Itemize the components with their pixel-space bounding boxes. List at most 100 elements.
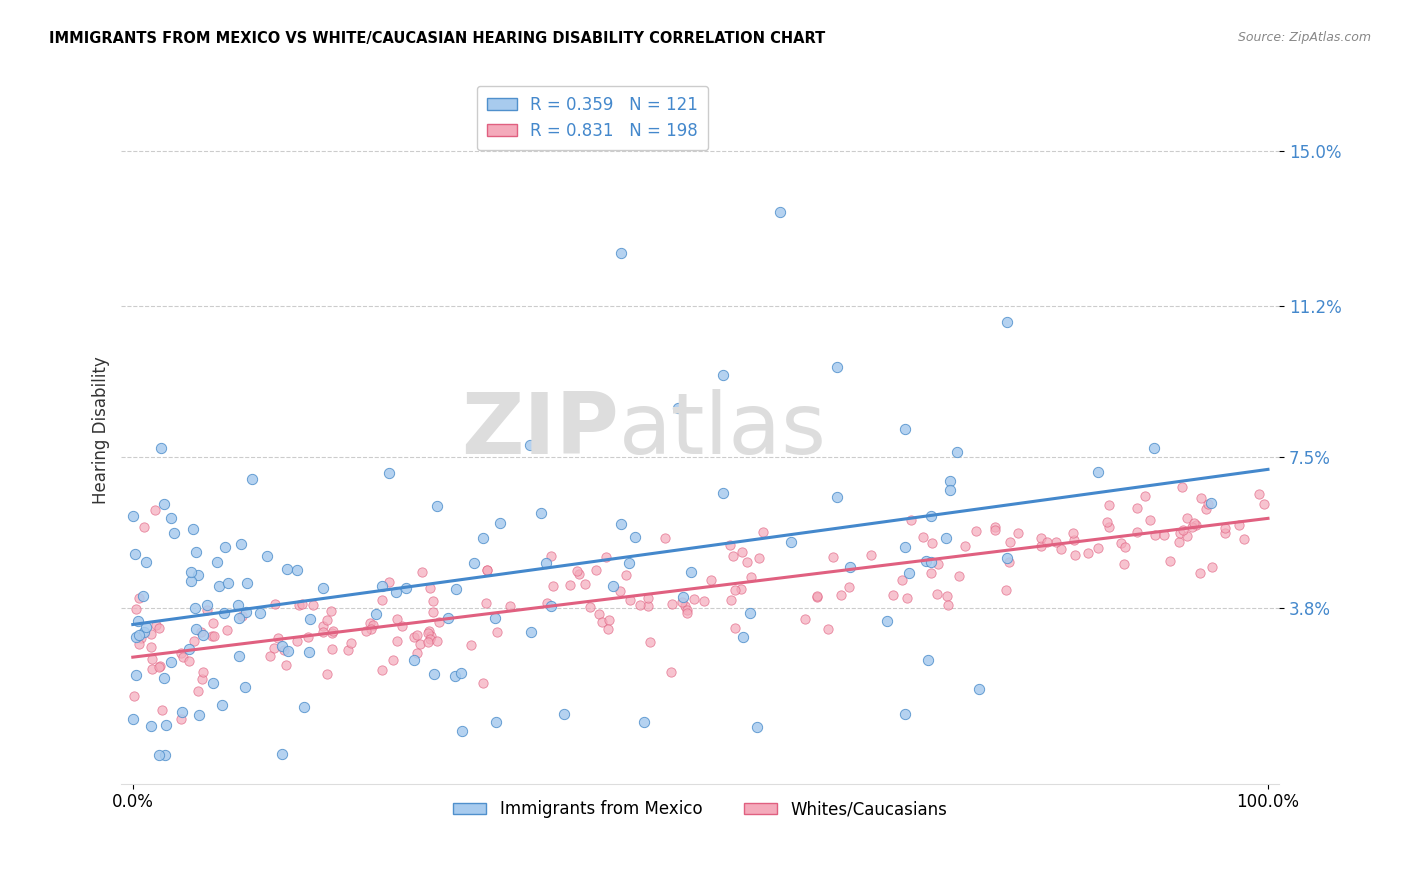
Point [228, 611, 250, 625]
Point [184, 545, 207, 559]
Point [671, 595, 693, 609]
Point [287, 598, 309, 612]
Point [628, 598, 651, 612]
Point [463, 556, 485, 570]
Point [558, 578, 581, 592]
Point [236, 576, 259, 591]
Point [321, 641, 343, 656]
Point [205, 555, 228, 569]
Point [191, 672, 214, 686]
Point [925, 587, 948, 601]
Point [121, 712, 143, 726]
Point [1097, 515, 1119, 529]
Point [825, 360, 848, 375]
Point [891, 573, 914, 587]
Point [1153, 527, 1175, 541]
Point [235, 605, 257, 619]
Point [610, 516, 633, 531]
Point [240, 472, 263, 486]
Point [193, 628, 215, 642]
Point [721, 549, 744, 564]
Point [391, 619, 413, 633]
Point [187, 684, 209, 698]
Point [1144, 528, 1167, 542]
Point [155, 718, 177, 732]
Point [226, 599, 249, 613]
Point [419, 632, 441, 647]
Point [141, 661, 163, 675]
Point [596, 622, 619, 636]
Point [915, 554, 938, 568]
Point [1185, 517, 1208, 532]
Point [724, 621, 747, 635]
Point [568, 567, 591, 582]
Point [340, 636, 363, 650]
Point [184, 601, 207, 615]
Point [153, 497, 176, 511]
Point [377, 574, 399, 589]
Point [159, 655, 181, 669]
Point [748, 551, 770, 566]
Y-axis label: Hearing Disability: Hearing Disability [93, 357, 110, 505]
Point [321, 626, 343, 640]
Point [536, 595, 558, 609]
Point [859, 549, 882, 563]
Point [316, 613, 339, 627]
Point [673, 599, 696, 613]
Point [1233, 533, 1256, 547]
Point [1098, 520, 1121, 534]
Point [135, 555, 157, 569]
Point [1175, 510, 1198, 524]
Point [135, 620, 157, 634]
Point [683, 591, 706, 606]
Point [540, 549, 562, 563]
Point [298, 612, 321, 626]
Point [1247, 486, 1270, 500]
Point [423, 666, 446, 681]
Point [1168, 526, 1191, 541]
Point [1188, 566, 1211, 580]
Point [378, 466, 401, 480]
Point [1143, 441, 1166, 455]
Point [233, 680, 256, 694]
Point [1114, 540, 1136, 554]
Point [385, 585, 408, 599]
Point [530, 506, 553, 520]
Point [900, 513, 922, 527]
Point [602, 579, 624, 593]
Point [882, 588, 904, 602]
Point [917, 653, 939, 667]
Text: atlas: atlas [619, 389, 827, 472]
Point [825, 490, 848, 504]
Point [177, 641, 200, 656]
Point [806, 589, 828, 603]
Point [208, 579, 231, 593]
Point [160, 511, 183, 525]
Point [638, 635, 661, 649]
Point [139, 627, 162, 641]
Point [794, 611, 817, 625]
Point [370, 663, 392, 677]
Point [520, 624, 543, 639]
Point [948, 569, 970, 583]
Point [486, 625, 509, 640]
Point [215, 623, 238, 637]
Point [897, 566, 920, 580]
Point [927, 557, 949, 571]
Point [131, 589, 153, 603]
Point [876, 615, 898, 629]
Point [893, 540, 915, 554]
Point [731, 545, 754, 559]
Point [920, 555, 942, 569]
Point [965, 524, 987, 538]
Point [1173, 523, 1195, 537]
Point [149, 442, 172, 456]
Text: ZIP: ZIP [461, 389, 619, 472]
Point [984, 523, 1007, 537]
Point [277, 644, 299, 658]
Point [139, 640, 162, 655]
Point [1199, 496, 1222, 510]
Point [163, 526, 186, 541]
Point [195, 602, 218, 616]
Point [139, 719, 162, 733]
